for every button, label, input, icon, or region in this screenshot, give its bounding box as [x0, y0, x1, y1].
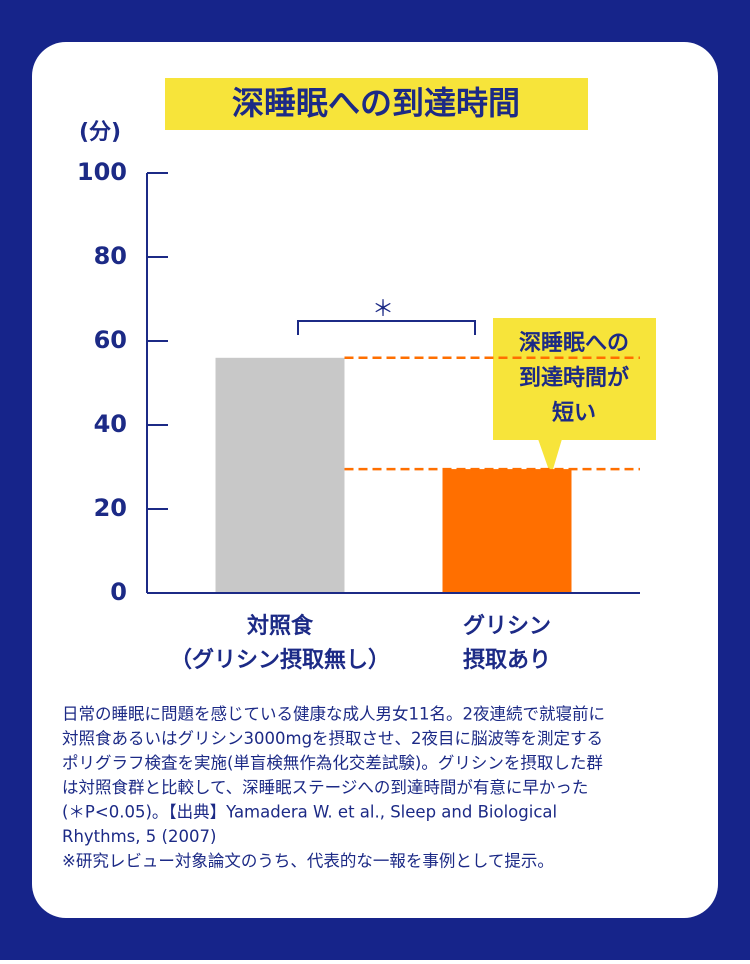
- y-tick-label: 20: [94, 494, 127, 522]
- bar: [215, 357, 345, 593]
- y-tick-label: 100: [77, 158, 127, 186]
- note-line: Rhythms, 5 (2007): [62, 827, 216, 846]
- card: [32, 42, 718, 918]
- callout-pointer: [538, 439, 562, 476]
- x-tick-label: グリシン: [463, 613, 551, 639]
- callout-text: 到達時間が: [519, 365, 629, 391]
- x-tick-label: 対照食: [247, 613, 314, 639]
- x-tick-label: （グリシン摂取無し）: [170, 647, 390, 673]
- x-tick-label: 摂取あり: [463, 647, 551, 673]
- note-line: ※研究レビュー対象論文のうち、代表的な一報を事例として提示。: [62, 852, 554, 871]
- note-line: は対照食群と比較して、深睡眠ステージへの到達時間が有意に早かった: [62, 778, 588, 797]
- note-line: ポリグラフ検査を実施(単盲検無作為化交差試験)。グリシンを摂取した群: [62, 754, 603, 773]
- note-line: 対照食あるいはグリシン3000mgを摂取させ、2夜目に脳波等を測定する: [62, 729, 603, 748]
- callout-box: [493, 318, 656, 440]
- note-line: 日常の睡眠に問題を感じている健康な成人男女11名。2夜連続で就寝前に: [62, 704, 605, 724]
- callout-text: 深睡眠への: [519, 331, 629, 356]
- note-line: (＊P<0.05)。【出典】Yamadera W. et al., Sleep …: [62, 803, 557, 822]
- y-tick-label: 60: [94, 326, 127, 354]
- bar: [442, 469, 572, 593]
- chart-title: 深睡眠への到達時間: [232, 84, 520, 122]
- callout-text: 短い: [552, 401, 596, 426]
- y-tick-label: 0: [110, 578, 127, 606]
- y-tick-label: 40: [94, 410, 127, 438]
- significance-bracket: [297, 320, 476, 335]
- title-box: [165, 78, 588, 130]
- y-axis-label: (分): [79, 120, 121, 145]
- y-tick-label: 80: [94, 242, 127, 270]
- significance-mark: ＊: [372, 297, 394, 322]
